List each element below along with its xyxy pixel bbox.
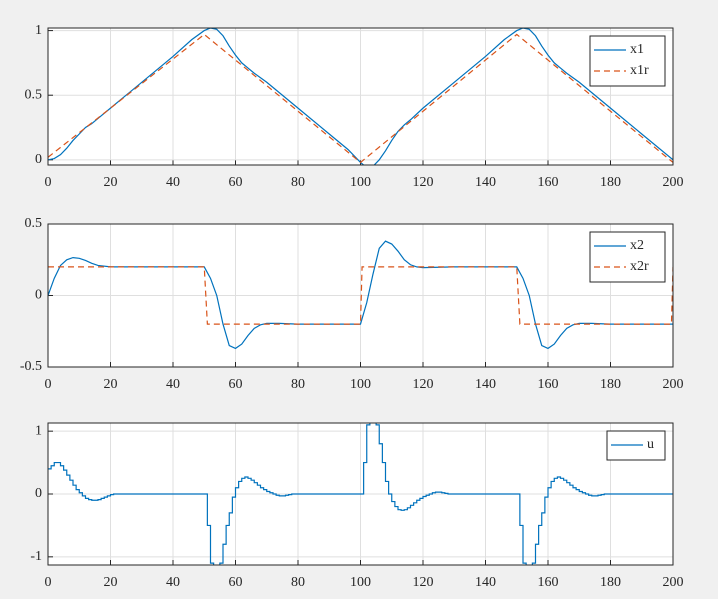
x-tick-label: 20	[104, 575, 118, 590]
y-tick-label: 1	[35, 23, 42, 38]
x-tick-label: 40	[166, 175, 180, 190]
y-tick-label: -0.5	[20, 359, 42, 374]
legend-box	[589, 35, 666, 87]
x-tick-label: 180	[600, 575, 621, 590]
y-tick-label: 0	[35, 486, 42, 501]
x-tick-label: 100	[350, 175, 371, 190]
axes-box	[47, 27, 674, 166]
x-tick-label: 60	[229, 175, 243, 190]
x-tick-label: 200	[663, 175, 684, 190]
x-tick-label: 160	[538, 175, 559, 190]
legend-label: x1r	[630, 63, 649, 78]
x-tick-label: 100	[350, 575, 371, 590]
y-tick-label: 0	[35, 152, 42, 167]
x-tick-label: 80	[291, 575, 305, 590]
x-tick-label: 60	[229, 377, 243, 392]
x-tick-label: 0	[45, 377, 52, 392]
x-tick-label: 80	[291, 175, 305, 190]
x-tick-label: 0	[45, 175, 52, 190]
axes-box	[47, 223, 674, 368]
line	[48, 240, 673, 350]
y-tick-label: -1	[30, 549, 42, 564]
x-tick-label: 120	[413, 575, 434, 590]
legend-label: x2r	[630, 259, 649, 274]
axes-box	[47, 422, 674, 566]
x-tick-label: 20	[104, 175, 118, 190]
plot-lines	[48, 28, 673, 165]
x-tick-label: 40	[166, 377, 180, 392]
x-tick-label: 120	[413, 175, 434, 190]
x-tick-label: 160	[538, 377, 559, 392]
plot-lines	[48, 240, 673, 350]
x-tick-label: 140	[475, 377, 496, 392]
stairs-line	[48, 423, 673, 565]
x-tick-label: 120	[413, 377, 434, 392]
x-tick-label: 100	[350, 377, 371, 392]
y-tick-label: 0.5	[25, 216, 43, 231]
x-tick-label: 60	[229, 575, 243, 590]
x-tick-label: 140	[475, 575, 496, 590]
x-tick-label: 40	[166, 575, 180, 590]
line	[48, 266, 673, 325]
x-tick-label: 80	[291, 377, 305, 392]
legend-label: x2	[630, 238, 644, 253]
legend-label: x1	[630, 42, 644, 57]
x-tick-label: 200	[663, 377, 684, 392]
legend-box	[589, 231, 666, 283]
y-tick-label: 0.5	[25, 87, 43, 102]
x-tick-label: 180	[600, 175, 621, 190]
x-tick-label: 20	[104, 377, 118, 392]
x-tick-label: 160	[538, 575, 559, 590]
x-tick-label: 180	[600, 377, 621, 392]
x-tick-label: 0	[45, 575, 52, 590]
line	[48, 33, 673, 164]
x-tick-label: 140	[475, 175, 496, 190]
y-tick-label: 1	[35, 423, 42, 438]
x-tick-label: 200	[663, 575, 684, 590]
legend-label: u	[647, 437, 654, 452]
y-tick-label: 0	[35, 288, 42, 303]
plot-lines	[48, 423, 673, 565]
